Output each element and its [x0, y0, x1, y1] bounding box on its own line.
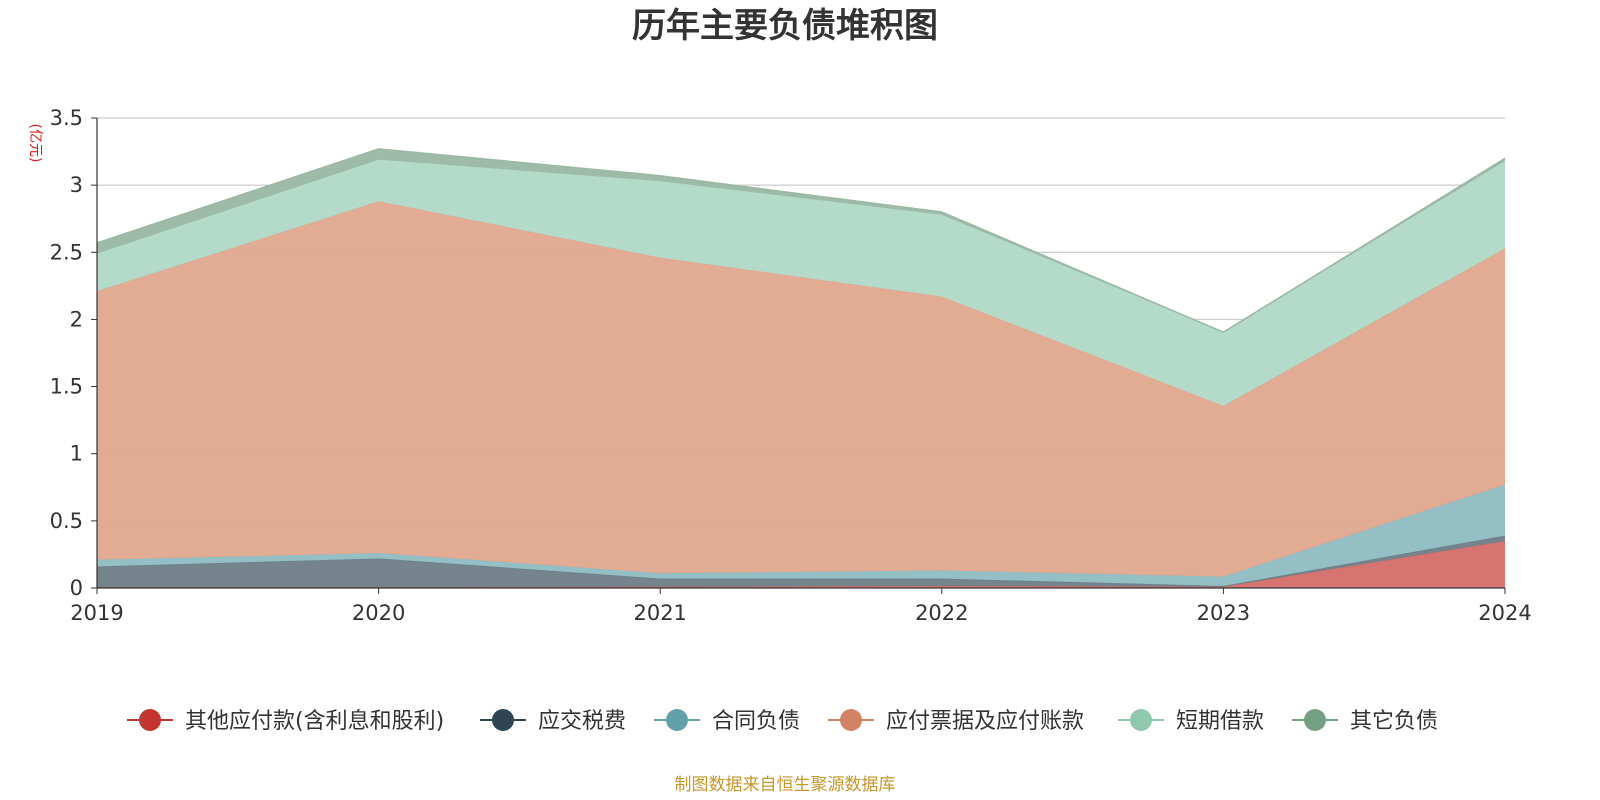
legend-label: 其它负债 [1350, 709, 1438, 734]
legend-label: 应付票据及应付账款 [886, 709, 1084, 734]
legend-item-应交税费[interactable]: 应交税费 [480, 709, 626, 734]
y-tick-label: 3.5 [50, 106, 83, 130]
legend[interactable]: 其他应付款(含利息和股利) 应交税费 合同负债 应付票据及应付账款 短期借款 其它负债 [127, 709, 1438, 734]
data-source-note: 制图数据来自恒生聚源数据库 [675, 775, 896, 795]
area-series-应交税费 [97, 535, 1505, 588]
x-tick-label: 2019 [70, 601, 123, 625]
legend-item-其他应付款(含利息和股利)[interactable]: 其他应付款(含利息和股利) [127, 709, 444, 734]
y-tick-label: 1.5 [50, 375, 83, 399]
y-axis-unit-label: (亿元) [27, 124, 43, 163]
legend-label: 应交税费 [538, 709, 626, 734]
y-tick-label: 0 [70, 576, 83, 600]
x-tick-label: 2020 [352, 601, 405, 625]
legend-item-应付票据及应付账款[interactable]: 应付票据及应付账款 [828, 709, 1084, 734]
area-series-其他应付款(含利息和股利) [97, 541, 1505, 588]
axes: 0 0.5 1 1.5 2 2.5 3 3.5 2019 2020 2021 2022 2023 2024 [50, 106, 1532, 625]
legend-label: 其他应付款(含利息和股利) [185, 709, 444, 734]
legend-label: 合同负债 [712, 709, 800, 734]
area-series-应付票据及应付账款 [97, 201, 1505, 577]
area-series [96, 148, 1506, 589]
legend-marker [1130, 709, 1152, 731]
area-series-短期借款 [97, 159, 1505, 406]
y-tick-label: 1 [70, 442, 83, 466]
chart-title: 历年主要负债堆积图 [632, 6, 938, 46]
legend-item-短期借款[interactable]: 短期借款 [1118, 709, 1264, 734]
legend-marker [492, 709, 514, 731]
series-line-其它负债 [96, 148, 1506, 334]
y-tick-label: 2.5 [50, 240, 83, 264]
legend-marker [840, 709, 862, 731]
x-tick-label: 2024 [1478, 601, 1531, 625]
y-tick-label: 0.5 [50, 509, 83, 533]
legend-marker [1304, 709, 1326, 731]
legend-marker [139, 709, 161, 731]
x-tick-label: 2023 [1197, 601, 1250, 625]
legend-item-其它负债[interactable]: 其它负债 [1292, 709, 1438, 734]
x-tick-label: 2021 [633, 601, 686, 625]
area-series-合同负债 [97, 484, 1505, 586]
legend-label: 短期借款 [1176, 709, 1264, 734]
y-tick-label: 3 [70, 173, 83, 197]
x-tick-label: 2022 [915, 601, 968, 625]
legend-item-合同负债[interactable]: 合同负债 [654, 709, 800, 734]
y-tick-label: 2 [70, 307, 83, 331]
legend-marker [666, 709, 688, 731]
